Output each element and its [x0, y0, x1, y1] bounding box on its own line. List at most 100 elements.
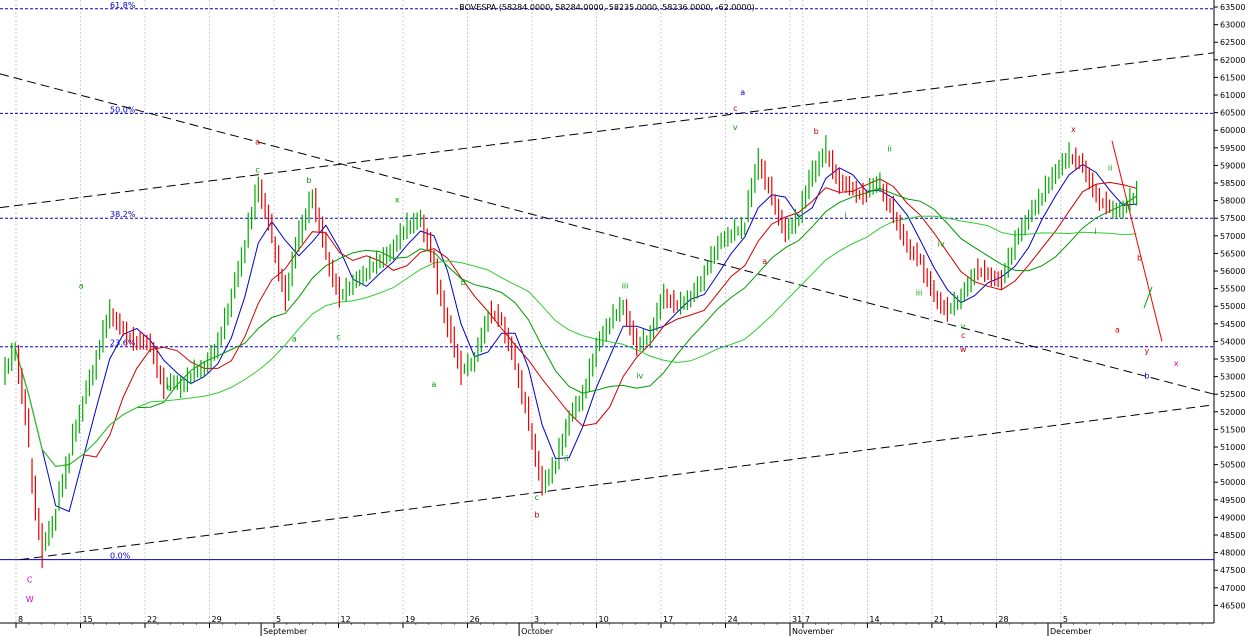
y-tick-label: 51500 — [1220, 425, 1245, 434]
y-tick-label: 50500 — [1220, 461, 1245, 470]
wave-label: c — [535, 493, 539, 502]
plot-area — [0, 0, 1214, 623]
y-tick-label: 58000 — [1220, 197, 1245, 206]
wave-label: b — [306, 176, 311, 185]
wave-label: iv — [636, 371, 643, 380]
y-axis: 46500 47000 47500 48000 48500 49000 49500 50000… — [1214, 3, 1245, 610]
wave-label: a — [431, 380, 436, 389]
wave-label: b — [461, 278, 466, 287]
y-tick-label: 62500 — [1220, 38, 1245, 47]
wave-label: ii — [564, 454, 568, 463]
x-tick-label: 5 — [276, 615, 281, 624]
wave-label: b — [1144, 371, 1149, 380]
fib-label: 61.8% — [110, 1, 136, 10]
y-tick-label: 56000 — [1220, 267, 1245, 276]
y-tick-label: 60000 — [1220, 126, 1245, 135]
wave-label: a — [762, 257, 767, 266]
wave-label: c — [733, 104, 737, 113]
y-tick-label: 52500 — [1220, 390, 1245, 399]
x-tick-label: 21 — [934, 615, 944, 624]
x-tick-label: 7 — [805, 615, 810, 624]
y-tick-label: 55500 — [1220, 285, 1245, 294]
trendline — [19, 404, 1215, 561]
x-tick-label: 19 — [405, 615, 415, 624]
wave-label: b — [814, 127, 819, 136]
wave-label: a — [255, 137, 260, 146]
wave-label: b — [167, 384, 172, 393]
y-tick-label: 57500 — [1220, 214, 1245, 223]
moving-average-line — [14, 187, 1137, 467]
x-axis: 8 15 22 29 5 12 19 26 3 10 17 24 31 7 14 21 28 5 September… — [15, 615, 1204, 636]
wave-label: iv — [938, 239, 945, 248]
y-tick-label: 52000 — [1220, 408, 1245, 417]
fib-label: 38.2% — [110, 210, 136, 219]
y-tick-label: 54000 — [1220, 337, 1245, 346]
x-tick-label: 22 — [147, 615, 157, 624]
y-tick-label: 58500 — [1220, 179, 1245, 188]
wave-label: c — [961, 331, 965, 340]
y-tick-label: 61000 — [1220, 91, 1245, 100]
wave-labels: CWabacabcxabcbiiiiiiivvcaabiiiiiiivvcwxi… — [26, 88, 1179, 604]
fib-label: 50.0% — [110, 105, 136, 114]
y-tick-label: 63000 — [1220, 21, 1245, 30]
x-tick-label: 8 — [18, 615, 23, 624]
x-tick-label: 24 — [728, 615, 738, 624]
wave-label: x — [1174, 359, 1179, 368]
fib-label: 0.0% — [110, 552, 131, 561]
y-tick-label: 63500 — [1220, 3, 1245, 12]
wave-label: i — [844, 211, 846, 220]
wave-label: w — [960, 345, 967, 354]
projection-line — [1111, 140, 1163, 342]
x-tick-label: 3 — [534, 615, 539, 624]
x-tick-label: 17 — [663, 615, 673, 624]
wave-label: iii — [622, 282, 629, 291]
y-tick-label: 60500 — [1220, 109, 1245, 118]
month-label: October — [521, 627, 554, 636]
wave-label: v — [733, 123, 738, 132]
y-tick-label: 47500 — [1220, 566, 1245, 575]
y-tick-label: 51000 — [1220, 443, 1245, 452]
wave-label: i — [565, 421, 567, 430]
wave-label: c — [255, 165, 259, 174]
x-tick-label: 5 — [1063, 615, 1068, 624]
wave-label: b — [1137, 253, 1142, 262]
wave-label: W — [26, 595, 34, 604]
y-tick-label: 56500 — [1220, 249, 1245, 258]
y-tick-label: 47000 — [1220, 584, 1245, 593]
moving-average-line — [14, 178, 1137, 467]
x-tick-label: 26 — [470, 615, 480, 624]
moving-average-line — [14, 163, 1137, 513]
x-tick-label: 12 — [341, 615, 351, 624]
moving-averages — [14, 140, 1163, 513]
y-tick-label: 49000 — [1220, 513, 1245, 522]
month-label: September — [263, 627, 308, 636]
x-tick-label: 29 — [212, 615, 222, 624]
price-bars — [4, 135, 1138, 569]
wave-label: a — [79, 282, 84, 291]
wave-label: ii — [1108, 164, 1112, 173]
x-tick-label: 31 — [792, 615, 802, 624]
projection-line-green — [1143, 286, 1153, 309]
x-tick-label: 14 — [869, 615, 879, 624]
wave-label: x — [395, 195, 400, 204]
month-label: November — [792, 627, 834, 636]
y-tick-label: 48500 — [1220, 531, 1245, 540]
x-tick-label: 15 — [83, 615, 93, 624]
fib-label: 23.6% — [110, 339, 136, 348]
y-tick-label: 54500 — [1220, 320, 1245, 329]
wave-label: v — [961, 322, 966, 331]
wave-label: x — [1071, 125, 1076, 134]
wave-label: a — [1115, 326, 1120, 335]
wave-label: a — [292, 334, 297, 343]
moving-average-line — [14, 215, 1137, 467]
y-tick-label: 46500 — [1220, 601, 1245, 610]
wave-label: ii — [887, 144, 891, 153]
y-tick-label: 59500 — [1220, 144, 1245, 153]
fibonacci-levels: 61.8% 50.0% 38.2% 23.6% 0.0% — [0, 1, 1214, 561]
y-tick-label: 49500 — [1220, 496, 1245, 505]
wave-label: a — [740, 88, 745, 97]
wave-label: i — [1094, 227, 1096, 236]
y-tick-label: 61500 — [1220, 73, 1245, 82]
y-tick-label: 59000 — [1220, 161, 1245, 170]
